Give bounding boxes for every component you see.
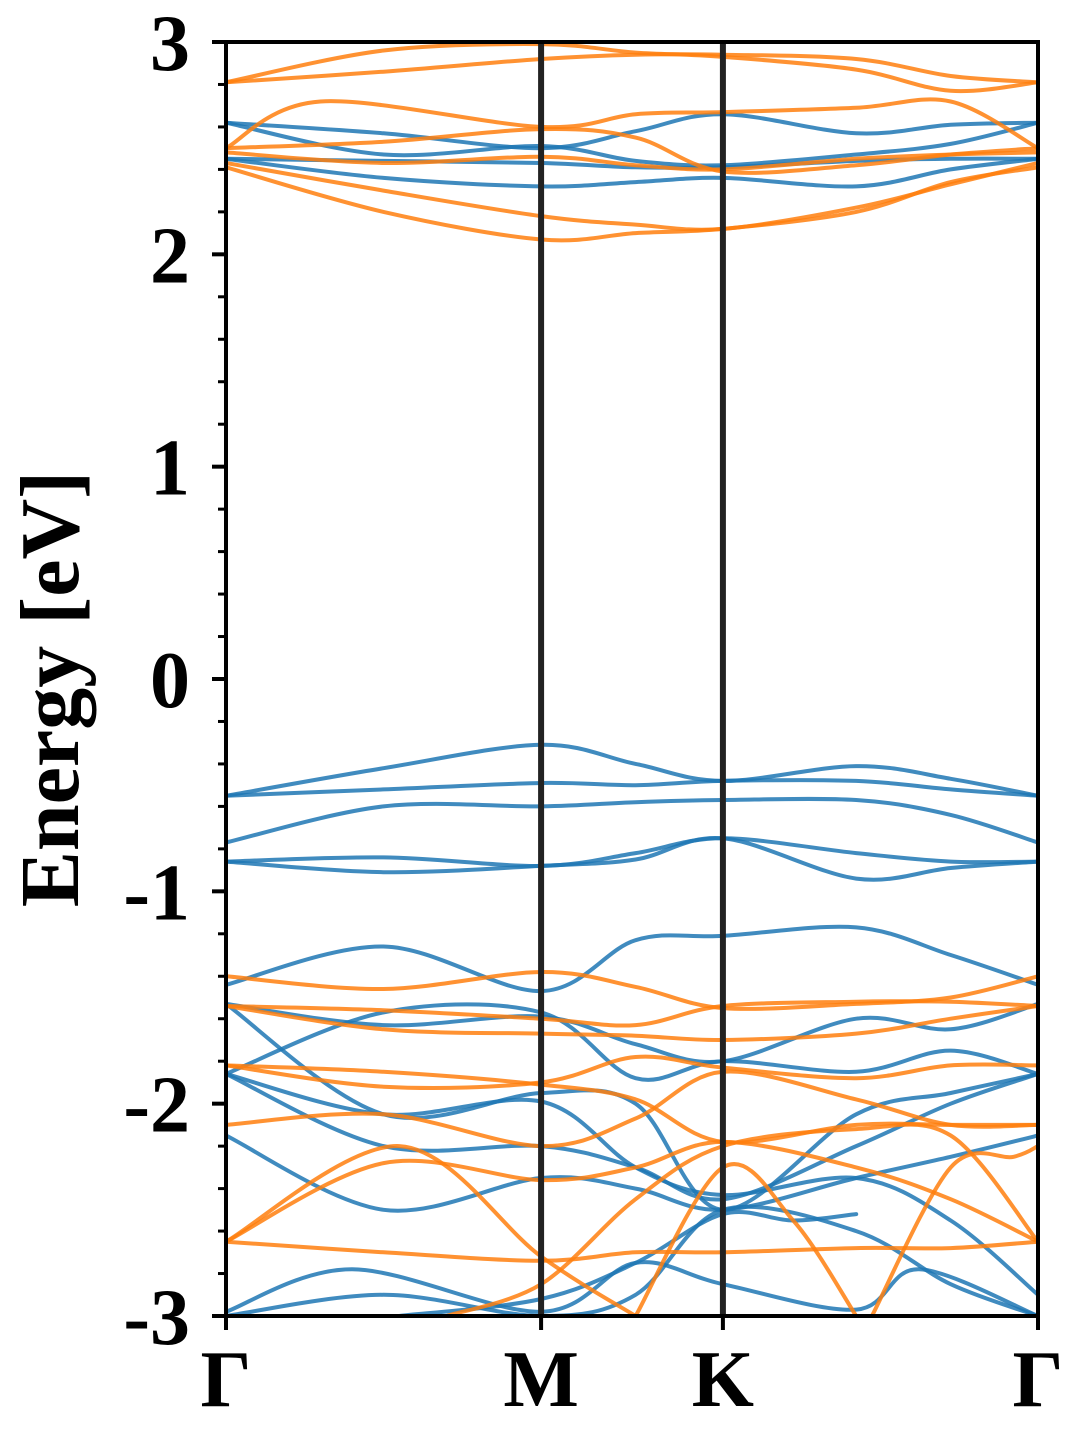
band-line: [226, 97, 1038, 151]
band-line: [226, 1239, 1038, 1263]
series-a: [226, 112, 1038, 1316]
band-line: [226, 969, 1038, 1011]
x-tick-label: M: [503, 1336, 579, 1424]
band-line: [226, 150, 1038, 172]
band-line: [226, 999, 1038, 1028]
y-axis-label: Energy [eV]: [4, 471, 97, 907]
band-line: [226, 924, 1038, 994]
y-tick-label: 3: [150, 0, 190, 88]
band-line: [226, 835, 1038, 882]
series-b: [226, 42, 1038, 1316]
x-tick-label: K: [692, 1336, 754, 1424]
band-line: [226, 836, 1038, 868]
tick-labels-layer: -3 -2 -1 0 1 2 3 Γ M K Γ: [123, 0, 1063, 1424]
band-line: [226, 796, 1038, 845]
band-line: [226, 1204, 1038, 1316]
band-line: [226, 1069, 1038, 1149]
ticks-layer: [212, 40, 1040, 1330]
band-line: [226, 1144, 638, 1316]
y-tick-label: -3: [123, 1274, 190, 1362]
band-line: [226, 1139, 1038, 1244]
band-line: [226, 778, 1038, 798]
band-line: [633, 1162, 859, 1316]
y-tick-label: 2: [150, 212, 190, 300]
band-line: [226, 1133, 1038, 1213]
band-line: [226, 1260, 1038, 1316]
band-line: [226, 1071, 1038, 1202]
band-line: [869, 1144, 1038, 1316]
band-line: [226, 120, 1038, 168]
band-line: [226, 1054, 1038, 1090]
band-line: [226, 1004, 1038, 1043]
y-tick-label: 1: [150, 425, 190, 513]
band-line: [226, 1001, 1038, 1064]
band-line: [226, 156, 1038, 189]
x-tick-label: Γ: [201, 1336, 252, 1424]
band-line: [226, 165, 1038, 243]
band-line: [226, 112, 1038, 151]
y-tick-label: -1: [123, 849, 190, 937]
bands-layer: [226, 42, 1038, 1316]
band-line: [226, 52, 1038, 85]
band-line: [226, 742, 1038, 798]
y-tick-label: -2: [123, 1062, 190, 1150]
x-tick-label: Γ: [1013, 1336, 1064, 1424]
band-line: [226, 1002, 1038, 1082]
y-tick-label: 0: [150, 637, 190, 725]
kpoint-lines-layer: [538, 42, 726, 1316]
